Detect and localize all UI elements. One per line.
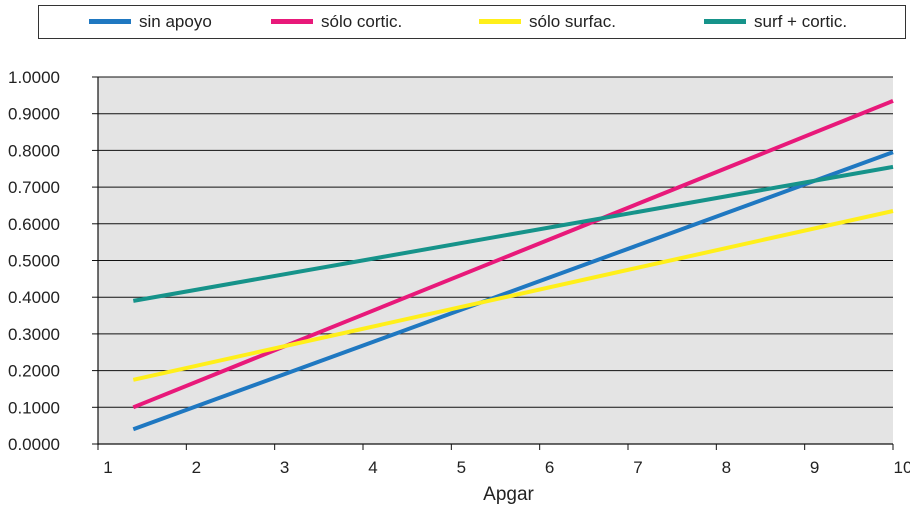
series-line-surf-cortic [132, 164, 894, 303]
series-line-sin-apoyo [132, 150, 894, 432]
x-tick-label: 2 [192, 458, 201, 477]
legend-item-sin-apoyo: sin apoyo [89, 6, 212, 37]
y-tick-label: 0.4000 [8, 288, 60, 307]
y-tick-label: 0.0000 [8, 435, 60, 454]
chart-legend: sin apoyo sólo cortic. sólo surfac. surf… [38, 5, 906, 39]
x-tick-label: 3 [280, 458, 289, 477]
legend-item-solo-cortic: sólo cortic. [271, 6, 402, 37]
x-axis-ticks: 1 2 3 4 5 6 7 8 9 10 [97, 444, 910, 477]
x-tick-label: 4 [368, 458, 377, 477]
y-tick-label: 0.8000 [8, 141, 60, 160]
legend-label-solo-cortic: sólo cortic. [321, 11, 403, 31]
x-tick-label: 9 [810, 458, 819, 477]
y-axis-ticks: 0.0000 0.1000 0.2000 0.3000 0.4000 0.5000 0.60… [8, 68, 98, 454]
series-lines [132, 99, 894, 432]
legend-label-surf-cortic: surf + cortic. [754, 11, 848, 31]
legend-label-sin-apoyo: sin apoyo [139, 11, 212, 31]
y-tick-label: 1.0000 [8, 68, 60, 87]
y-tick-label: 0.7000 [8, 178, 60, 197]
y-tick-label: 0.3000 [8, 325, 60, 344]
y-tick-label: 0.6000 [8, 215, 60, 234]
legend-swatch-solo-cortic [271, 19, 313, 24]
grid-lines [98, 76, 893, 408]
series-line-solo-cortic [132, 99, 894, 410]
x-tick-label: 7 [633, 458, 642, 477]
y-tick-label: 0.5000 [8, 252, 60, 271]
x-tick-label: 6 [545, 458, 554, 477]
x-axis-title: Apgar [483, 484, 534, 505]
legend-swatch-sin-apoyo [89, 19, 131, 24]
x-tick-label: 1 [103, 458, 112, 477]
legend-item-surf-cortic: surf + cortic. [704, 6, 847, 37]
y-tick-label: 0.1000 [8, 398, 60, 417]
x-tick-label: 8 [722, 458, 731, 477]
y-tick-label: 0.2000 [8, 362, 60, 381]
legend-item-solo-surfac: sólo surfac. [479, 6, 616, 37]
series-line-solo-surfac [132, 209, 894, 382]
legend-label-solo-surfac: sólo surfac. [529, 11, 616, 31]
y-tick-label: 0.9000 [8, 105, 60, 124]
x-tick-label: 5 [457, 458, 466, 477]
legend-swatch-solo-surfac [479, 19, 521, 24]
x-tick-label: 10 [894, 458, 910, 477]
legend-swatch-surf-cortic [704, 19, 746, 24]
